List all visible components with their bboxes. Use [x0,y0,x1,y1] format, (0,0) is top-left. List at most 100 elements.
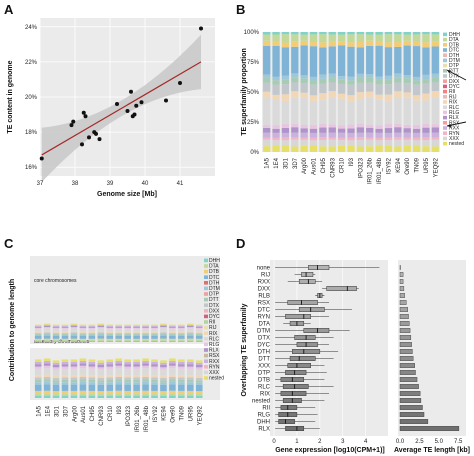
panel-c-core-bar-segment [61,326,69,328]
panel-c-accessory-bar-segment [195,393,203,396]
panel-c-core-bar-segment [133,334,140,336]
panel-c-x-tick-label: Ore90 [171,405,177,422]
panel-b-bar-segment [403,83,411,93]
panel-b-x-tick-label: IPO323 [358,157,364,178]
panel-d-length-bars [399,265,460,431]
panel-b-bar-segment [272,132,280,138]
panel-b-bar-segment [347,145,355,152]
panel-d-length-bar [399,279,404,284]
panel-b-x-tick-label: YEQ92 [433,157,439,177]
panel-b-bar-segment [300,125,308,129]
panel-b-bar-segment [319,93,327,101]
panel-c-accessory-bar-segment [52,380,60,383]
panel-c-core-bar-segment [79,340,87,342]
panel-d-category-label: RLG [258,413,271,419]
panel-b-bar-segment [328,82,336,92]
panel-c-accessory-bar-segment [142,379,149,382]
panel-b-y-tick-label: 75% [247,60,260,66]
panel-c-legend-swatch [204,286,208,291]
panel-c-accessory-bar-segment [142,393,149,396]
panel-c-core-bar-segment [79,331,87,333]
panel-b-bar-segment [300,92,308,98]
panel-b-bar-segment [263,82,271,92]
panel-c-accessory-bar-segment [34,359,42,362]
panel-b-legend-swatch [443,121,447,125]
panel-b-bar-segment [263,74,271,78]
panel-c-accessory-bar-segment [124,382,131,385]
panel-c-accessory-bar-segment [115,390,123,394]
panel-c-x-tick-label: Arg00 [72,405,78,422]
panel-c-core-bar-segment [106,332,114,334]
panel-d-box [298,279,316,284]
panel-b-bar-segment [403,45,411,76]
panel-c-accessory-bar-segment [151,364,158,367]
panel-c-core-bar-segment [178,334,185,336]
panel-b-x-tick-label: Ore90 [405,157,411,174]
panel-c-core-bar-segment [115,328,123,332]
panel-b-bar-segment [356,139,365,147]
panel-c-core-bar-segment [151,328,158,332]
panel-b-bar-segment [328,139,336,147]
panel-c-core-bar-segment [195,338,203,340]
panel-b-bars [263,32,439,152]
panel-b-legend-label: DYC [449,84,460,90]
panel-b-bar-segment [356,73,365,78]
panel-c-accessory-bar-segment [151,359,158,362]
panel-c-accessory-bar-segment [133,375,140,378]
panel-c-core-bar-segment [70,338,78,340]
panel-b-bar-segment [309,76,318,81]
panel-b-bar-segment [263,127,271,133]
panel-b-bar-segment [337,98,346,126]
panel-b-legend-swatch [443,79,447,83]
panel-c-accessory-bar-segment [115,384,123,391]
panel-c-accessory-bar-segment [115,360,123,364]
panel-c-core-bar-segment [115,338,123,340]
panel-b-legend-label: DTH [449,53,460,59]
panel-c-legend-swatch [204,275,208,279]
panel-c-legend-swatch [204,320,208,324]
panel-c-x-tick-label: KE94 [162,405,168,420]
panel-b-bar-segment [422,127,430,133]
panel-c-legend-swatch [204,370,208,375]
panel-c-accessory-bar-segment [124,375,131,378]
panel-b-bar-segment [422,32,430,35]
panel-c-core-bar-segment [79,325,87,327]
panel-b-bar-segment [328,146,336,152]
panel-b-arrow-lower-head [447,124,451,128]
panel-b-bar-segment [431,34,439,42]
panel-b-bar-segment [281,145,290,152]
panel-c-core-bar-segment [43,328,51,332]
panel-c-accessory-bar-segment [115,363,123,366]
panel-c-accessory-bar-segment [160,393,167,396]
panel-c-accessory-bar-segment [97,362,105,366]
panel-b-bar-segment [309,42,318,47]
panel-b-bar-segment [412,140,421,146]
panel-c-accessory-bar-segment [187,379,194,383]
panel-b-bar-segment [384,34,393,43]
panel-b-bar-segment [375,137,383,141]
panel-b-bar-segment [394,91,402,99]
panel-b-bar-segment [356,41,365,48]
panel-b-bar-segment [422,146,430,152]
panel-c-legend-label: RXX [209,359,220,365]
panel-b-bar-segment [272,32,280,35]
panel-d-category-label: DHH [257,420,270,426]
panel-b-bar-segment [366,34,374,41]
panel-b-bar-segment [431,124,439,128]
panel-a-x-ticks: 37 38 39 40 41 [37,181,184,187]
panel-c-core-bar-segment [88,335,96,339]
panel-b-bar-segment [384,75,393,80]
panel-b-arrows [446,69,467,128]
panel-c-accessory-bar-segment [115,395,123,398]
panel-c-accessory-bar-segment [79,390,87,394]
panel-c-core-bar-segment [70,324,78,326]
panel-a-y-ticks: 16% 18% 20% 22% 24% [25,25,38,171]
panel-b-x-tick-label: IR01_48b [377,157,383,184]
panel-b-legend-label: DTP [449,63,460,69]
panel-c-core-bar-segment [52,339,60,341]
panel-b-bar-segment [394,123,402,128]
panel-b-bar-segment [337,83,346,94]
panel-b-bar-segment [366,40,374,46]
panel-c-core-bar-segment [43,324,51,326]
panel-c-core-bar-segment [124,325,131,327]
